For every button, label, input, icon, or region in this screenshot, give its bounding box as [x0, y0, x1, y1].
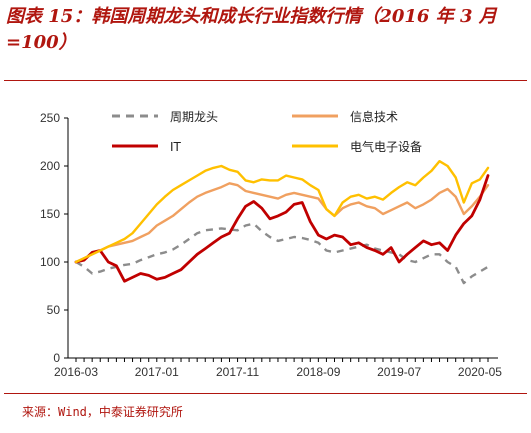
chart-axes: 0 50 100 150 200 250 2016-03 2017-01 2017-11 2018…: [40, 111, 502, 379]
x-tick-label: 2018-09: [296, 365, 340, 379]
legend-label-0: 周期龙头: [170, 110, 218, 124]
line-chart: 0 50 100 150 200 250 2016-03 2017-01 2017-11 2018…: [40, 109, 502, 379]
x-tick-label: 2019-07: [377, 365, 421, 379]
y-tick-label: 150: [40, 207, 60, 221]
x-tick-label: 2017-01: [135, 365, 179, 379]
x-tick-label: 2016-03: [54, 365, 98, 379]
source-divider: [4, 393, 527, 394]
title-divider: [4, 80, 527, 81]
series-line-1: [74, 182, 490, 264]
x-tick-label: 2020-05: [458, 365, 502, 379]
legend-label-1: 信息技术: [350, 109, 398, 124]
y-tick-label: 100: [40, 255, 60, 269]
y-tick-label: 200: [40, 159, 60, 173]
legend-label-3: 电气电子设备: [350, 139, 422, 154]
chart-title: 图表 15：韩国周期龙头和成长行业指数行情（2016 年 3 月=100）: [6, 6, 497, 53]
series-line-0: [75, 222, 489, 285]
x-tick-label: 2017-11: [216, 365, 259, 379]
y-tick-label: 50: [47, 303, 61, 317]
series-line-2: [74, 174, 490, 283]
chart-series: [74, 159, 490, 285]
series-line-3: [74, 159, 490, 264]
chart-legend: 周期龙头 信息技术 IT 电气电子设备: [112, 109, 422, 154]
source-note: 来源：Wind，中泰证券研究所: [22, 405, 183, 419]
y-tick-label: 0: [53, 351, 60, 365]
y-tick-label: 250: [40, 111, 60, 125]
legend-label-2: IT: [170, 140, 182, 154]
